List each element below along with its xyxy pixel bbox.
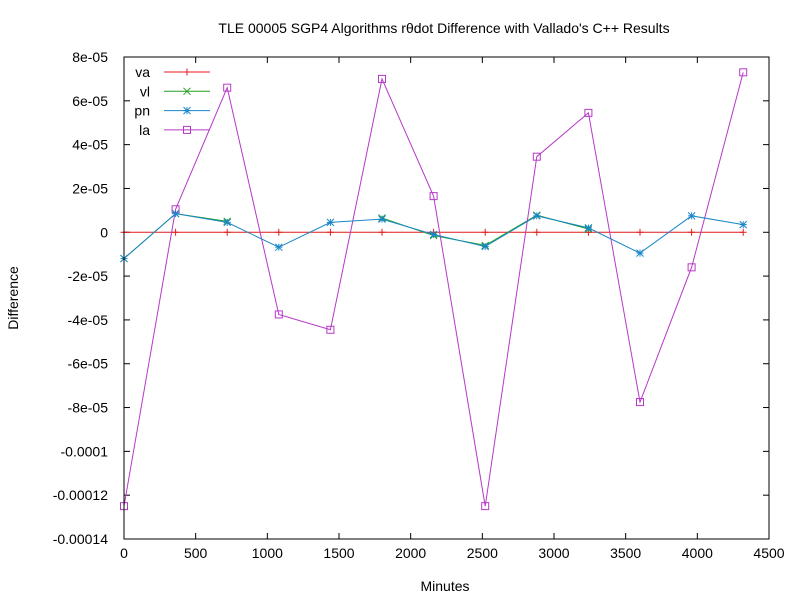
legend-marker-pn-stroke: [183, 106, 191, 115]
data-point-pn-stroke: [171, 209, 180, 218]
axes: 0 500 1000 1500 2000 2500 3000 3500 4000 4500 8e-0…: [53, 49, 785, 561]
data-point-pn-stroke: [481, 242, 490, 251]
y-tick-label: -2e-05: [68, 268, 109, 284]
series-line-la: [123, 72, 744, 507]
x-axis-label: Minutes: [420, 578, 469, 594]
data-point-va: [326, 228, 334, 236]
legend-label-la: la: [139, 122, 150, 138]
x-tick-label: 500: [184, 545, 208, 561]
data-point-la: [687, 263, 696, 272]
data-point-pn: [481, 242, 490, 251]
data-point-la: [274, 310, 283, 319]
data-point-pn-stroke: [429, 230, 438, 239]
data-point-la: [326, 325, 335, 334]
data-point-pn-stroke: [378, 215, 386, 223]
x-tick-label: 4000: [682, 545, 713, 561]
data-point-va: [688, 228, 696, 236]
data-point-va: [636, 228, 644, 236]
legend: va vl pn la: [134, 64, 210, 138]
x-tick-label: 1500: [323, 545, 354, 561]
data-point-pn-stroke: [584, 224, 593, 232]
y-tick-label: -0.00014: [53, 531, 108, 547]
series-pn: [120, 209, 748, 263]
y-tick-label: -0.00012: [53, 487, 108, 503]
x-tick-label: 0: [120, 545, 128, 561]
data-point-la: [223, 83, 232, 92]
data-point-pn: [274, 243, 283, 252]
data-point-pn-stroke: [223, 218, 232, 227]
data-point-va: [378, 228, 386, 236]
x-tick-label: 2500: [467, 545, 498, 561]
legend-marker-va: [183, 68, 191, 76]
legend-marker-la: [183, 125, 191, 134]
data-point-pn-stroke: [274, 243, 283, 252]
legend-marker-pn: [183, 106, 191, 115]
data-point-pn: [687, 211, 696, 220]
data-point-pn: [429, 230, 438, 239]
y-tick-label: 8e-05: [72, 49, 108, 65]
y-tick-label: -6e-05: [68, 356, 109, 372]
data-point-va: [739, 228, 747, 236]
data-point-pn: [636, 249, 644, 257]
plot-frame: [123, 56, 770, 540]
data-point-la: [532, 152, 541, 161]
data-point-la: [378, 74, 386, 83]
data-point-la: [636, 398, 644, 407]
data-point-pn-stroke: [532, 211, 541, 220]
plot-area: [120, 68, 748, 511]
x-tick-label: 4500: [753, 545, 784, 561]
y-tick-label: -8e-05: [68, 400, 109, 416]
chart-title: TLE 00005 SGP4 Algorithms rθdot Differen…: [218, 20, 669, 36]
legend-label-vl: vl: [140, 83, 150, 99]
x-tick-label: 2000: [395, 545, 426, 561]
series-vl: [120, 209, 593, 263]
data-point-la: [739, 68, 748, 77]
data-point-pn: [378, 215, 386, 223]
data-point-pn: [223, 218, 232, 227]
y-tick-label: 4e-05: [72, 137, 108, 153]
data-point-pn: [326, 218, 335, 227]
data-point-pn-stroke: [326, 218, 335, 227]
data-point-va: [275, 228, 283, 236]
data-point-la: [429, 192, 438, 201]
x-tick-label: 1000: [252, 545, 283, 561]
y-tick-label: -0.0001: [61, 443, 109, 459]
legend-marker-vl-stroke: [183, 87, 191, 96]
data-point-pn: [171, 209, 180, 218]
legend-label-va: va: [135, 64, 150, 80]
x-tick-label: 3000: [538, 545, 569, 561]
data-point-va: [172, 228, 180, 236]
y-tick-label: 6e-05: [72, 93, 108, 109]
y-tick-label: 0: [100, 224, 108, 240]
data-point-pn-stroke: [687, 211, 696, 220]
y-axis-label: Difference: [5, 266, 21, 330]
data-point-la: [481, 502, 490, 511]
data-point-pn: [739, 220, 748, 229]
x-tick-label: 3500: [610, 545, 641, 561]
series-la: [120, 68, 748, 511]
data-point-va: [533, 228, 541, 236]
legend-marker-vl: [183, 87, 191, 96]
data-point-pn: [584, 224, 593, 232]
data-point-pn: [532, 211, 541, 220]
y-tick-label: -4e-05: [68, 312, 109, 328]
data-point-va: [481, 228, 489, 236]
data-point-la: [584, 108, 593, 117]
legend-label-pn: pn: [134, 103, 150, 119]
data-point-pn-stroke: [636, 249, 644, 257]
data-point-pn-stroke: [739, 220, 748, 229]
data-point-va: [223, 228, 231, 236]
y-tick-label: 2e-05: [72, 180, 108, 196]
